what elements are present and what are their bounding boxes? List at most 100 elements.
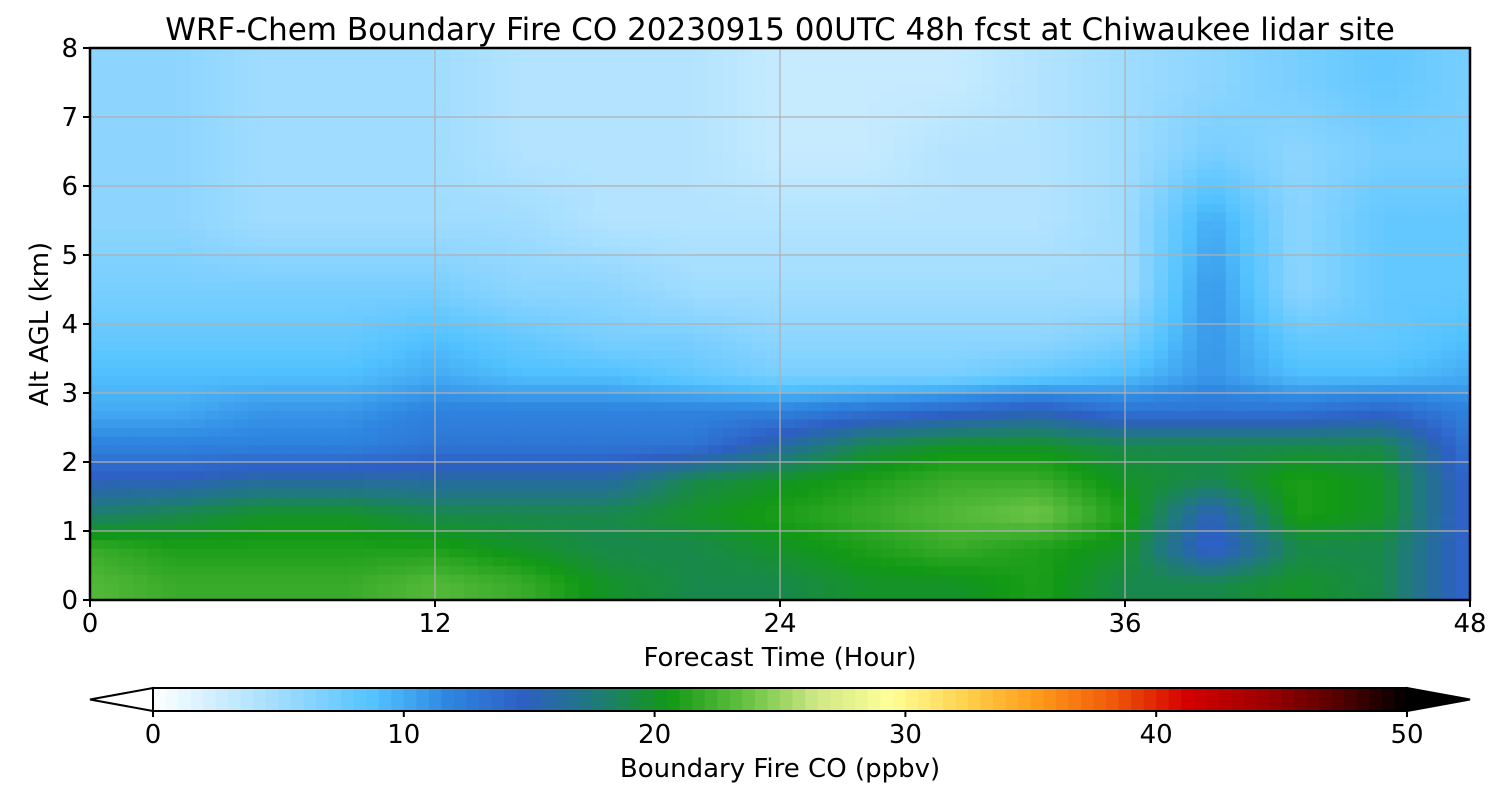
heatmap-cell <box>205 393 220 403</box>
heatmap-cell <box>765 255 781 265</box>
heatmap-cell <box>1441 306 1457 316</box>
heatmap-cell <box>837 315 853 325</box>
heatmap-cell <box>233 332 249 342</box>
heatmap-cell <box>909 298 925 308</box>
heatmap-cell <box>262 186 278 196</box>
heatmap-cell <box>506 462 522 472</box>
heatmap-cell <box>233 315 249 325</box>
heatmap-cell <box>420 246 436 256</box>
heatmap-cell <box>1240 591 1255 600</box>
heatmap-cell <box>1168 496 1184 506</box>
heatmap-cell <box>636 194 652 204</box>
heatmap-cell <box>305 367 321 377</box>
heatmap-cell <box>219 272 235 282</box>
heatmap-cell <box>535 591 551 600</box>
heatmap-cell <box>1038 436 1054 446</box>
heatmap-cell <box>722 548 738 558</box>
heatmap-cell <box>176 393 192 403</box>
heatmap-cell <box>1196 332 1212 342</box>
heatmap-cell <box>550 177 565 187</box>
heatmap-cell <box>665 522 680 532</box>
heatmap-cell <box>966 306 982 316</box>
heatmap-cell <box>751 151 767 161</box>
heatmap-cell <box>1153 160 1169 170</box>
heatmap-cell <box>923 401 939 411</box>
heatmap-cell <box>1225 539 1241 549</box>
heatmap-cell <box>1426 324 1442 334</box>
heatmap-cell <box>866 332 882 342</box>
heatmap-cell <box>506 194 522 204</box>
heatmap-cell <box>1455 341 1470 351</box>
heatmap-cell <box>435 462 450 472</box>
heatmap-cell <box>966 263 982 273</box>
heatmap-cell <box>1383 298 1399 308</box>
heatmap-cell <box>435 151 450 161</box>
heatmap-cell <box>248 220 264 230</box>
heatmap-cell <box>693 591 709 600</box>
heatmap-cell <box>147 539 163 549</box>
heatmap-cell <box>636 393 652 403</box>
heatmap-cell <box>837 548 853 558</box>
heatmap-cell <box>305 306 321 316</box>
heatmap-cell <box>449 582 465 592</box>
heatmap-cell <box>420 582 436 592</box>
heatmap-cell <box>363 470 379 480</box>
heatmap-cell <box>693 237 709 247</box>
heatmap-cell <box>1311 203 1327 213</box>
heatmap-cell <box>377 186 393 196</box>
heatmap-cell <box>1010 393 1025 403</box>
heatmap-cell <box>521 556 537 567</box>
heatmap-cell <box>276 298 292 308</box>
heatmap-cell <box>463 194 479 204</box>
heatmap-cell <box>118 263 134 273</box>
heatmap-cell <box>248 306 264 316</box>
heatmap-cell <box>780 237 795 247</box>
heatmap-cell <box>593 539 609 549</box>
heatmap-cell <box>262 280 278 291</box>
heatmap-cell <box>607 462 623 472</box>
heatmap-cell <box>478 220 494 230</box>
heatmap-cell <box>923 367 939 377</box>
heatmap-cell <box>1455 237 1470 247</box>
heatmap-cell <box>966 505 982 515</box>
heatmap-cell <box>693 332 709 342</box>
heatmap-cell <box>320 393 335 403</box>
heatmap-cell <box>1225 186 1241 196</box>
heatmap-cell <box>550 548 565 558</box>
heatmap-cell <box>535 556 551 567</box>
heatmap-cell <box>161 384 177 394</box>
heatmap-cell <box>161 531 177 541</box>
heatmap-cell <box>693 186 709 196</box>
heatmap-cell <box>291 151 307 161</box>
heatmap-cell <box>679 263 695 273</box>
heatmap-cell <box>291 168 307 178</box>
heatmap-cell <box>736 479 752 489</box>
heatmap-cell <box>981 513 997 523</box>
heatmap-cell <box>578 427 594 437</box>
heatmap-cell <box>751 324 767 334</box>
heatmap-cell <box>104 436 120 446</box>
heatmap-cell <box>665 444 680 454</box>
heatmap-cell <box>1297 496 1313 506</box>
heatmap-cell <box>995 194 1011 204</box>
heatmap-cell <box>521 427 537 437</box>
heatmap-cell <box>334 194 350 204</box>
heatmap-cell <box>1441 418 1457 429</box>
heatmap-cell <box>823 531 839 541</box>
heatmap-cell <box>1441 393 1457 403</box>
heatmap-cell <box>133 280 149 291</box>
heatmap-cell <box>190 263 206 273</box>
heatmap-cell <box>1340 582 1356 592</box>
heatmap-cell <box>219 255 235 265</box>
heatmap-cell <box>1441 168 1457 178</box>
heatmap-cell <box>190 427 206 437</box>
heatmap-cell <box>722 462 738 472</box>
heatmap-cell <box>751 211 767 222</box>
heatmap-cell <box>435 194 450 204</box>
heatmap-cell <box>880 487 896 498</box>
heatmap-cell <box>1297 479 1313 489</box>
heatmap-cell <box>1412 280 1428 291</box>
heatmap-cell <box>880 436 896 446</box>
heatmap-cell <box>1340 289 1356 299</box>
heatmap-cell <box>851 367 867 377</box>
